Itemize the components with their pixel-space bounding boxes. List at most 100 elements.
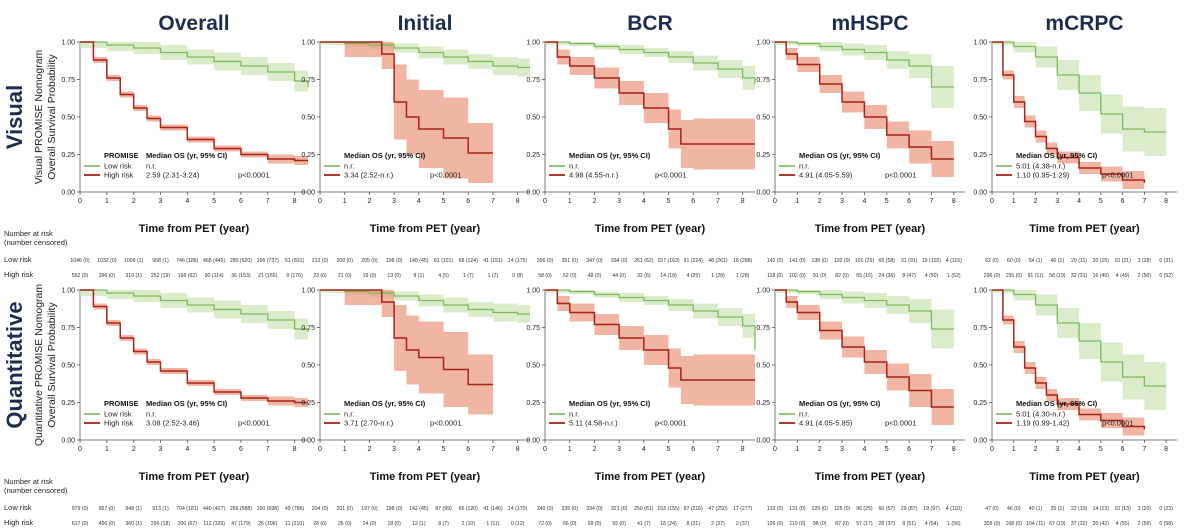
risk-cell-low: 334 (0) — [611, 258, 628, 264]
x-tick-label: 3 — [392, 446, 396, 453]
y-tick-label: 0.50 — [973, 363, 987, 370]
x-tick-label: 6 — [466, 198, 470, 205]
risk-cell-high: 310 (1) — [125, 273, 142, 279]
x-axis-label: Time from PET (year) — [139, 223, 250, 235]
risk-cell-high: 155 (0) — [1006, 273, 1023, 279]
risk-cell-low: 14 (170) — [508, 506, 528, 512]
y-axis-sublabel: Quantitative PROMISE Nomogram — [33, 284, 45, 446]
legend-median-header: Median OS (yr, 95% CI) — [344, 399, 426, 408]
x-tick-label: 6 — [239, 198, 243, 205]
legend-high-median: 2.59 (2.31-3.24) — [146, 171, 200, 180]
risk-cell-high: 58 (19) — [1049, 273, 1066, 279]
risk-cell-high: 1 (7) — [463, 273, 474, 279]
x-tick-label: 0 — [773, 446, 777, 453]
risk-cell-low: 131 (0) — [789, 506, 806, 512]
high-risk-ci-band — [992, 290, 1145, 439]
risk-cell-low: 132 (0) — [767, 506, 784, 512]
risk-cell-high: 82 (0) — [835, 273, 849, 279]
x-axis-label: Time from PET (year) — [1029, 471, 1140, 483]
legend-header: PROMISE — [104, 399, 139, 408]
x-tick-label: 1 — [343, 198, 347, 205]
legend-low-median: n.r. — [569, 410, 579, 419]
x-tick-label: 5 — [1099, 446, 1103, 453]
km-panel: 0.00 0.25 0.50 0.75 1.00 0 1 2 3 4 5 6 7 8 Time from P… — [973, 288, 1177, 527]
legend-p-value: p<0.0001 — [238, 171, 270, 180]
low-risk-curve — [545, 289, 756, 350]
y-tick-label: 0.75 — [301, 77, 315, 84]
risk-cell-low: 1046 (0) — [70, 258, 90, 264]
risk-cell-low: 3 (20) — [1138, 506, 1152, 512]
risk-cell-low: 125 (0) — [834, 506, 851, 512]
x-tick-label: 1 — [105, 198, 109, 205]
risk-cell-low: 87 (216) — [684, 506, 704, 512]
legend-high-median: 5.11 (4.58-n.r.) — [569, 419, 618, 428]
legend-median-header: Median OS (yr, 95% CI) — [799, 399, 881, 408]
legend-p-value: p<0.0001 — [430, 171, 462, 180]
legend-high-name: High risk — [104, 419, 133, 428]
km-panel: 0.00 0.25 0.50 0.75 1.00 0 1 2 3 4 5 6 7 8 Time from P… — [61, 40, 309, 279]
risk-cell-low: 19 (97) — [923, 506, 940, 512]
risk-cell-high: 58 (0) — [538, 273, 552, 279]
km-panel: 0.00 0.25 0.50 0.75 1.00 0 1 2 3 4 5 6 7 8 Time from P… — [526, 288, 756, 527]
x-tick-label: 7 — [1142, 446, 1146, 453]
x-tick-label: 8 — [952, 198, 956, 205]
risk-cell-low: 1009 (1) — [124, 258, 144, 264]
legend-high-name: High risk — [104, 171, 133, 180]
risk-cell-low: 65 (58) — [879, 258, 896, 264]
high-risk-curve — [775, 289, 954, 408]
x-tick-label: 5 — [1099, 198, 1103, 205]
y-tick-label: 0.00 — [973, 190, 987, 197]
x-axis-label: Time from PET (year) — [370, 223, 481, 235]
y-tick-label: 1.00 — [973, 40, 987, 47]
low-risk-ci-band — [80, 290, 308, 343]
risk-cell-low: 91 (101) — [434, 258, 454, 264]
risk-cell-high: 168 (62) — [178, 273, 198, 279]
legend-median-header: Median OS (yr, 95% CI) — [799, 151, 881, 160]
risk-cell-low: 20 (15) — [1093, 258, 1110, 264]
risk-cell-low: 351 (0) — [561, 258, 578, 264]
y-tick-label: 0.00 — [756, 438, 770, 445]
risk-cell-low: 209 (0) — [336, 258, 353, 264]
risk-cell-low: 62 (0) — [985, 258, 999, 264]
x-tick-label: 1 — [1012, 446, 1016, 453]
risk-cell-low: 440 (427) — [203, 506, 225, 512]
x-tick-label: 3 — [1055, 198, 1059, 205]
x-tick-label: 3 — [617, 446, 621, 453]
y-tick-label: 1.00 — [61, 288, 75, 295]
risk-table-low-label: Low risk — [4, 255, 32, 264]
legend-median-header: Median OS (yr, 95% CI) — [569, 399, 651, 408]
risk-cell-low: 41 (146) — [483, 506, 503, 512]
x-tick-label: 4 — [862, 446, 866, 453]
x-tick-label: 6 — [691, 198, 695, 205]
risk-cell-high: 48 (0) — [588, 273, 602, 279]
x-tick-label: 3 — [392, 198, 396, 205]
risk-cell-high: 4 (54) — [925, 521, 939, 527]
y-tick-label: 0.25 — [526, 400, 540, 407]
risk-cell-high: 2 (10) — [461, 521, 475, 527]
risk-cell-high: 562 (0) — [72, 273, 89, 279]
risk-cell-low: 0 (23) — [1159, 506, 1173, 512]
legend-low-median: n.r. — [146, 162, 156, 171]
risk-cell-high: 44 (0) — [612, 273, 626, 279]
x-tick-label: 8 — [741, 446, 745, 453]
risk-cell-low: 138 (0) — [811, 258, 828, 264]
x-tick-label: 0 — [78, 446, 82, 453]
x-tick-label: 0 — [543, 446, 547, 453]
x-tick-label: 7 — [266, 446, 270, 453]
y-axis-sublabel: Visual PROMISE Nomogram — [33, 49, 45, 184]
x-tick-label: 3 — [159, 446, 163, 453]
risk-cell-low: 101 (26) — [855, 258, 875, 264]
risk-cell-high: 18 (0) — [387, 521, 401, 527]
risk-cell-high: 26 (0) — [338, 521, 352, 527]
low-risk-ci-band — [992, 290, 1167, 410]
high-risk-ci-band — [545, 290, 755, 406]
x-tick-label: 6 — [1121, 198, 1125, 205]
x-tick-label: 8 — [1164, 198, 1168, 205]
x-tick-label: 4 — [1077, 198, 1081, 205]
x-axis-label: Time from PET (year) — [139, 471, 250, 483]
risk-cell-low: 10 (21) — [1114, 258, 1131, 264]
risk-cell-low: 47 (0) — [985, 506, 999, 512]
risk-cell-low: 29 (87) — [901, 506, 918, 512]
risk-cell-high: 1 (28) — [736, 273, 750, 279]
